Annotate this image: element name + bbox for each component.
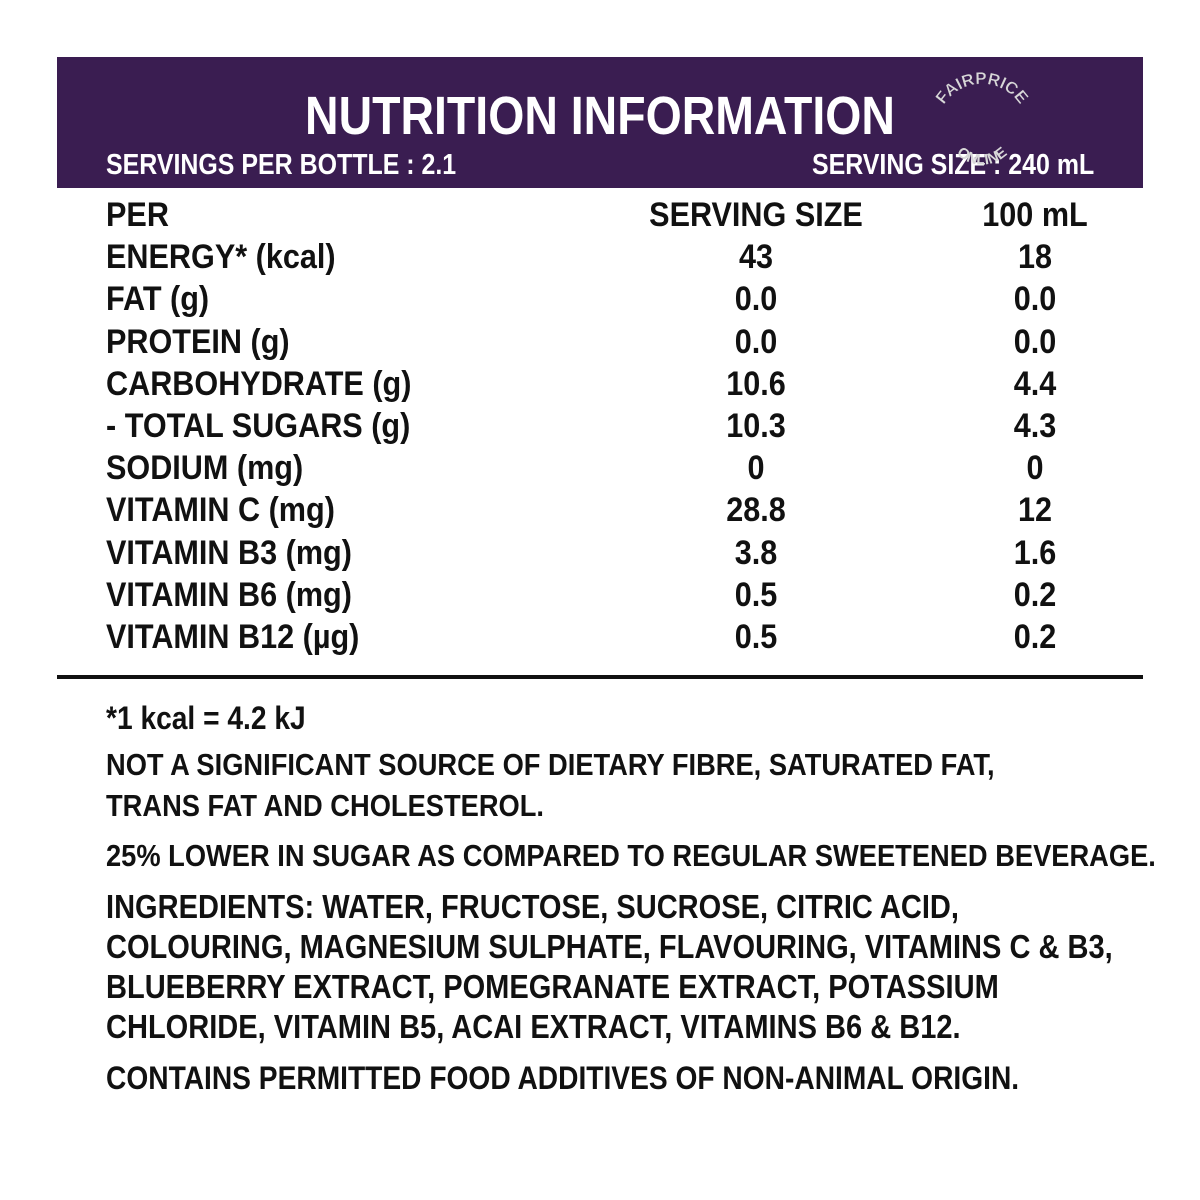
table-row: VITAMIN B6 (mg) 0.5 0.2 [106, 576, 1106, 618]
table-row: VITAMIN B12 (µg) 0.5 0.2 [106, 618, 1106, 660]
serving-value: 3.8 [734, 533, 778, 572]
per100-value: 0 [1026, 449, 1044, 488]
table-header-row: PER SERVING SIZE 100 mL [106, 196, 1106, 238]
nutrient-label: VITAMIN B12 (µg) [106, 617, 360, 656]
serving-value: 0 [747, 449, 765, 488]
watermark-text-top: FAIRPRICE [932, 69, 1032, 108]
serving-size: SERVING SIZE : 240 mL [811, 149, 1094, 181]
fibre-statement-line: TRANS FAT AND CHOLESTEROL. [106, 788, 544, 823]
nutrient-label: FAT (g) [106, 280, 210, 319]
nutrient-label: VITAMIN B3 (mg) [106, 533, 352, 572]
nutrient-label: VITAMIN C (mg) [106, 491, 335, 530]
per100-value: 0.0 [1013, 322, 1057, 361]
nutrient-label: CARBOHYDRATE (g) [106, 364, 412, 403]
serving-value: 0.5 [734, 617, 778, 656]
fairprice-watermark: FAIRPRICE ONLINE [932, 69, 1032, 169]
nutrient-label: PROTEIN (g) [106, 322, 290, 361]
additives-statement: CONTAINS PERMITTED FOOD ADDITIVES OF NON… [106, 1060, 1020, 1096]
ingredients-line: CHLORIDE, VITAMIN B5, ACAI EXTRACT, VITA… [106, 1008, 961, 1045]
table-row: FAT (g) 0.0 0.0 [106, 280, 1106, 322]
per100-value: 0.2 [1013, 617, 1057, 656]
serving-value: 0.0 [734, 322, 778, 361]
svg-text:FAIRPRICE: FAIRPRICE [932, 69, 1032, 107]
table-row: VITAMIN C (mg) 28.8 12 [106, 491, 1106, 533]
svg-text:ONLINE: ONLINE [954, 144, 1010, 169]
per100-value: 4.4 [1013, 364, 1057, 403]
nutrition-table: PER SERVING SIZE 100 mL ENERGY* (kcal) 4… [106, 196, 1106, 660]
header-banner: NUTRITION INFORMATION SERVINGS PER BOTTL… [57, 57, 1143, 188]
table-row: VITAMIN B3 (mg) 3.8 1.6 [106, 534, 1106, 576]
serving-value: 10.3 [726, 406, 786, 445]
per100-value: 12 [1017, 491, 1053, 530]
per100-value: 4.3 [1013, 406, 1057, 445]
nutrient-label: SODIUM (mg) [106, 449, 304, 488]
ingredients-line: INGREDIENTS: WATER, FRUCTOSE, SUCROSE, C… [106, 888, 959, 925]
per100-value: 0.0 [1013, 280, 1057, 319]
sugar-claim: 25% LOWER IN SUGAR AS COMPARED TO REGULA… [106, 838, 1156, 873]
table-row: - TOTAL SUGARS (g) 10.3 4.3 [106, 407, 1106, 449]
per100-value: 0.2 [1013, 575, 1057, 614]
column-header-100ml: 100 mL [982, 196, 1088, 234]
table-row: CARBOHYDRATE (g) 10.6 4.4 [106, 365, 1106, 407]
per100-value: 1.6 [1013, 533, 1057, 572]
divider [57, 675, 1143, 679]
column-header-per: PER [106, 196, 169, 234]
fibre-statement-line: NOT A SIGNIFICANT SOURCE OF DIETARY FIBR… [106, 747, 995, 782]
column-header-serving-size: SERVING SIZE [649, 196, 863, 234]
serving-value: 10.6 [726, 364, 786, 403]
page-title: NUTRITION INFORMATION [305, 86, 895, 146]
serving-value: 43 [738, 238, 774, 277]
per100-value: 18 [1017, 238, 1053, 277]
table-row: PROTEIN (g) 0.0 0.0 [106, 323, 1106, 365]
nutrient-label: VITAMIN B6 (mg) [106, 575, 352, 614]
nutrient-label: - TOTAL SUGARS (g) [106, 406, 411, 445]
kcal-footnote: *1 kcal = 4.2 kJ [106, 700, 306, 736]
serving-value: 28.8 [726, 491, 786, 530]
serving-value: 0.0 [734, 280, 778, 319]
table-row: SODIUM (mg) 0 0 [106, 449, 1106, 491]
servings-per-bottle: SERVINGS PER BOTTLE : 2.1 [106, 149, 457, 181]
ingredients-line: COLOURING, MAGNESIUM SULPHATE, FLAVOURIN… [106, 928, 1113, 965]
table-row: ENERGY* (kcal) 43 18 [106, 238, 1106, 280]
watermark-text-bottom: ONLINE [954, 144, 1010, 169]
ingredients-line: BLUEBERRY EXTRACT, POMEGRANATE EXTRACT, … [106, 968, 999, 1005]
nutrient-label: ENERGY* (kcal) [106, 238, 336, 277]
serving-value: 0.5 [734, 575, 778, 614]
